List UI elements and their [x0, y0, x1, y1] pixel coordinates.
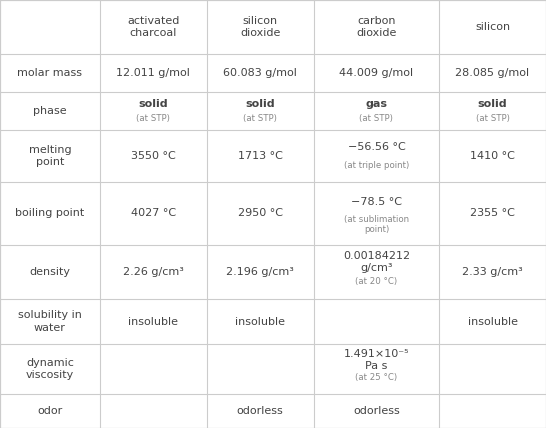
Text: (at STP): (at STP) [476, 113, 509, 122]
Text: dynamic
viscosity: dynamic viscosity [26, 358, 74, 380]
Text: 2355 °C: 2355 °C [470, 208, 515, 218]
Text: (at 25 °C): (at 25 °C) [355, 373, 397, 382]
Text: activated
charcoal: activated charcoal [127, 16, 180, 38]
Text: phase: phase [33, 106, 67, 116]
Text: 3550 °C: 3550 °C [131, 151, 176, 161]
Text: 2.26 g/cm³: 2.26 g/cm³ [123, 267, 184, 277]
Text: (at triple point): (at triple point) [344, 161, 409, 170]
Text: −56.56 °C: −56.56 °C [347, 142, 405, 152]
Text: silicon
dioxide: silicon dioxide [240, 16, 281, 38]
Text: solid: solid [478, 99, 507, 110]
Text: 1713 °C: 1713 °C [238, 151, 283, 161]
Text: 4027 °C: 4027 °C [131, 208, 176, 218]
Text: density: density [29, 267, 70, 277]
Text: odor: odor [37, 406, 63, 416]
Text: odorless: odorless [353, 406, 400, 416]
Text: gas: gas [365, 99, 388, 110]
Text: (at 20 °C): (at 20 °C) [355, 277, 397, 286]
Text: (at sublimation
point): (at sublimation point) [344, 215, 409, 235]
Text: odorless: odorless [237, 406, 283, 416]
Text: molar mass: molar mass [17, 68, 82, 78]
Text: melting
point: melting point [28, 145, 72, 167]
Text: 2950 °C: 2950 °C [238, 208, 283, 218]
Text: (at STP): (at STP) [244, 113, 277, 122]
Text: solid: solid [245, 99, 275, 110]
Text: carbon
dioxide: carbon dioxide [356, 16, 396, 38]
Text: 2.196 g/cm³: 2.196 g/cm³ [226, 267, 294, 277]
Text: 12.011 g/mol: 12.011 g/mol [116, 68, 191, 78]
Text: 60.083 g/mol: 60.083 g/mol [223, 68, 297, 78]
Text: insoluble: insoluble [128, 317, 179, 327]
Text: 1410 °C: 1410 °C [470, 151, 515, 161]
Text: (at STP): (at STP) [359, 113, 393, 122]
Text: (at STP): (at STP) [136, 113, 170, 122]
Text: boiling point: boiling point [15, 208, 85, 218]
Text: 28.085 g/mol: 28.085 g/mol [455, 68, 530, 78]
Text: insoluble: insoluble [467, 317, 518, 327]
Text: 0.00184212
g/cm³: 0.00184212 g/cm³ [343, 251, 410, 273]
Text: 44.009 g/mol: 44.009 g/mol [339, 68, 413, 78]
Text: solubility in
water: solubility in water [18, 310, 82, 333]
Text: silicon: silicon [475, 22, 510, 32]
Text: solid: solid [139, 99, 168, 110]
Text: insoluble: insoluble [235, 317, 285, 327]
Text: 2.33 g/cm³: 2.33 g/cm³ [462, 267, 523, 277]
Text: 1.491×10⁻⁵
Pa s: 1.491×10⁻⁵ Pa s [343, 349, 409, 371]
Text: −78.5 °C: −78.5 °C [351, 197, 402, 207]
